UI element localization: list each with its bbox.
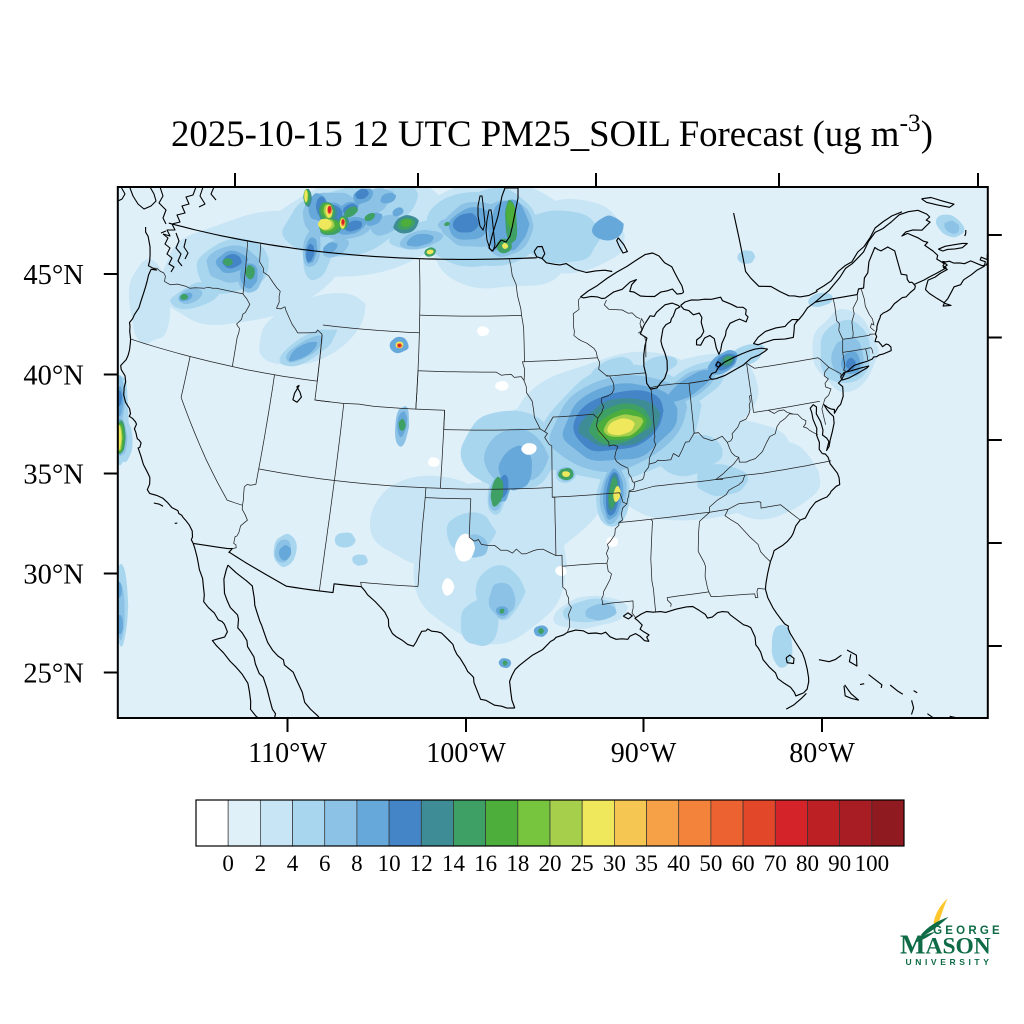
svg-text:MASON: MASON — [900, 930, 991, 960]
svg-text:80°W: 80°W — [789, 738, 855, 769]
svg-text:80: 80 — [796, 851, 819, 876]
svg-text:10: 10 — [378, 851, 401, 876]
svg-text:20: 20 — [539, 851, 562, 876]
svg-text:18: 18 — [506, 851, 529, 876]
svg-text:40°N: 40°N — [23, 361, 83, 392]
svg-text:100°W: 100°W — [426, 738, 506, 769]
svg-text:25°N: 25°N — [23, 659, 83, 690]
svg-text:6: 6 — [319, 851, 331, 876]
svg-text:70: 70 — [764, 851, 787, 876]
svg-text:50: 50 — [699, 851, 722, 876]
svg-text:35: 35 — [635, 851, 658, 876]
svg-text:30: 30 — [603, 851, 626, 876]
svg-text:45°N: 45°N — [23, 260, 83, 291]
svg-text:90°W: 90°W — [611, 738, 677, 769]
svg-text:60: 60 — [732, 851, 755, 876]
svg-text:16: 16 — [474, 851, 497, 876]
svg-text:0: 0 — [222, 851, 234, 876]
svg-text:90: 90 — [828, 851, 851, 876]
svg-text:12: 12 — [410, 851, 433, 876]
svg-text:4: 4 — [287, 851, 299, 876]
svg-text:UNIVERSITY: UNIVERSITY — [905, 957, 992, 967]
svg-text:110°W: 110°W — [248, 738, 327, 769]
svg-text:100: 100 — [855, 851, 890, 876]
svg-text:2025-10-15 12 UTC PM25_SOIL Fo: 2025-10-15 12 UTC PM25_SOIL Forecast (ug… — [171, 108, 933, 154]
svg-text:35°N: 35°N — [23, 460, 83, 491]
svg-text:8: 8 — [351, 851, 363, 876]
svg-text:14: 14 — [442, 851, 466, 876]
svg-text:30°N: 30°N — [23, 560, 83, 591]
svg-text:GEORGE: GEORGE — [933, 925, 1003, 937]
svg-text:40: 40 — [667, 851, 690, 876]
svg-text:25: 25 — [571, 851, 594, 876]
svg-text:2: 2 — [255, 851, 267, 876]
